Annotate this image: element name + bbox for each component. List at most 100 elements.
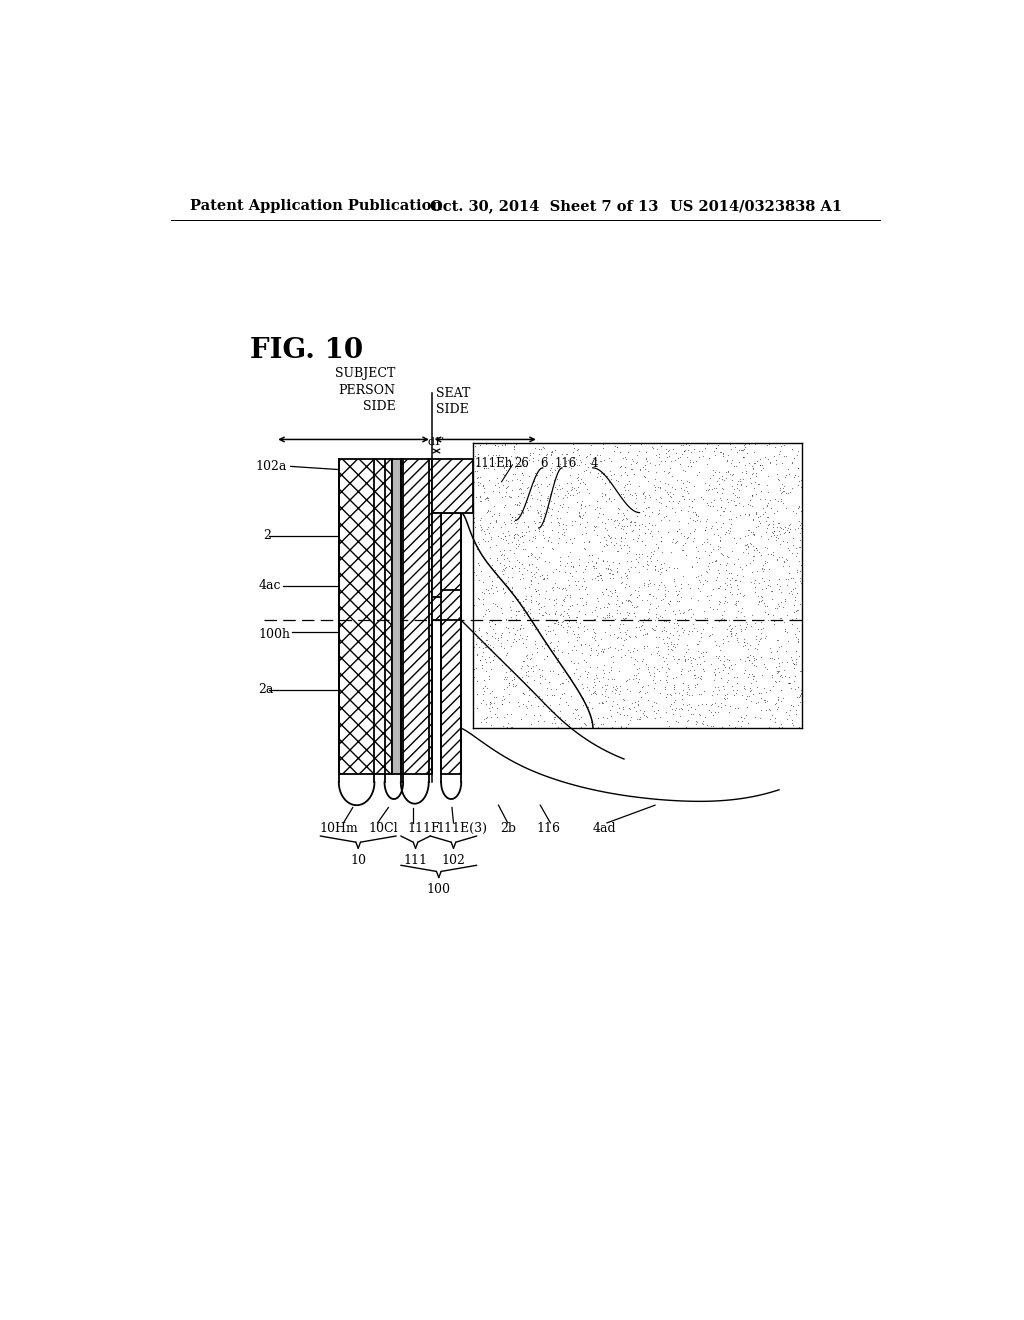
Point (688, 714, 705, 735)
Point (669, 557, 685, 578)
Point (641, 451, 657, 473)
Point (690, 704, 707, 725)
Point (693, 626, 710, 647)
Point (702, 495, 719, 516)
Point (648, 636, 665, 657)
Point (523, 561, 540, 582)
Point (788, 618, 805, 639)
Point (511, 494, 527, 515)
Point (633, 433, 649, 454)
Point (715, 500, 731, 521)
Point (605, 645, 622, 667)
Point (524, 487, 541, 508)
Point (492, 540, 508, 561)
Point (689, 634, 706, 655)
Point (671, 698, 687, 719)
Point (681, 471, 697, 492)
Point (681, 598, 697, 619)
Point (692, 510, 709, 531)
Point (494, 693, 510, 714)
Point (666, 678, 682, 700)
Point (544, 457, 560, 478)
Point (542, 632, 558, 653)
Point (566, 437, 583, 458)
Point (568, 657, 585, 678)
Point (793, 682, 809, 704)
Point (587, 682, 603, 704)
Point (518, 644, 535, 665)
Point (630, 663, 646, 684)
Point (761, 558, 777, 579)
Point (710, 676, 726, 697)
Point (792, 537, 808, 558)
Point (705, 459, 721, 480)
Point (648, 533, 665, 554)
Point (537, 569, 553, 590)
Point (662, 490, 678, 511)
Point (579, 667, 595, 688)
Point (549, 652, 565, 673)
Point (726, 527, 742, 548)
Point (546, 640, 562, 661)
Point (602, 568, 618, 589)
Point (653, 572, 670, 593)
Point (486, 628, 503, 649)
Point (554, 616, 570, 638)
Point (594, 667, 610, 688)
Point (638, 498, 654, 519)
Point (558, 444, 574, 465)
Point (639, 553, 655, 574)
Point (608, 593, 625, 614)
Point (635, 702, 651, 723)
Point (494, 623, 510, 644)
Point (663, 591, 679, 612)
Point (608, 436, 625, 457)
Point (740, 639, 757, 660)
Point (477, 487, 494, 508)
Point (762, 648, 778, 669)
Point (563, 479, 580, 500)
Point (775, 717, 792, 738)
Point (511, 504, 527, 525)
Point (471, 533, 487, 554)
Point (523, 713, 540, 734)
Point (648, 693, 665, 714)
Point (618, 705, 635, 726)
Point (719, 568, 735, 589)
Point (484, 593, 501, 614)
Point (628, 597, 644, 618)
Point (787, 537, 804, 558)
Point (780, 667, 797, 688)
Point (717, 524, 733, 545)
Point (472, 649, 488, 671)
Point (629, 445, 645, 466)
Point (641, 512, 657, 533)
Point (794, 470, 810, 491)
Point (579, 664, 595, 685)
Point (569, 630, 586, 651)
Point (493, 626, 509, 647)
Point (780, 515, 797, 536)
Point (553, 615, 569, 636)
Point (665, 601, 681, 622)
Point (686, 488, 702, 510)
Point (698, 607, 715, 628)
Point (585, 682, 601, 704)
Point (594, 469, 610, 490)
Point (680, 623, 696, 644)
Point (701, 558, 718, 579)
Point (644, 437, 660, 458)
Point (736, 663, 753, 684)
Point (569, 705, 586, 726)
Point (665, 466, 681, 487)
Point (702, 585, 719, 606)
Point (522, 570, 539, 591)
Point (657, 678, 674, 700)
Point (577, 558, 593, 579)
Point (699, 556, 716, 577)
Point (515, 651, 531, 672)
Point (631, 709, 647, 730)
Point (500, 577, 516, 598)
Point (595, 693, 611, 714)
Point (531, 438, 548, 459)
